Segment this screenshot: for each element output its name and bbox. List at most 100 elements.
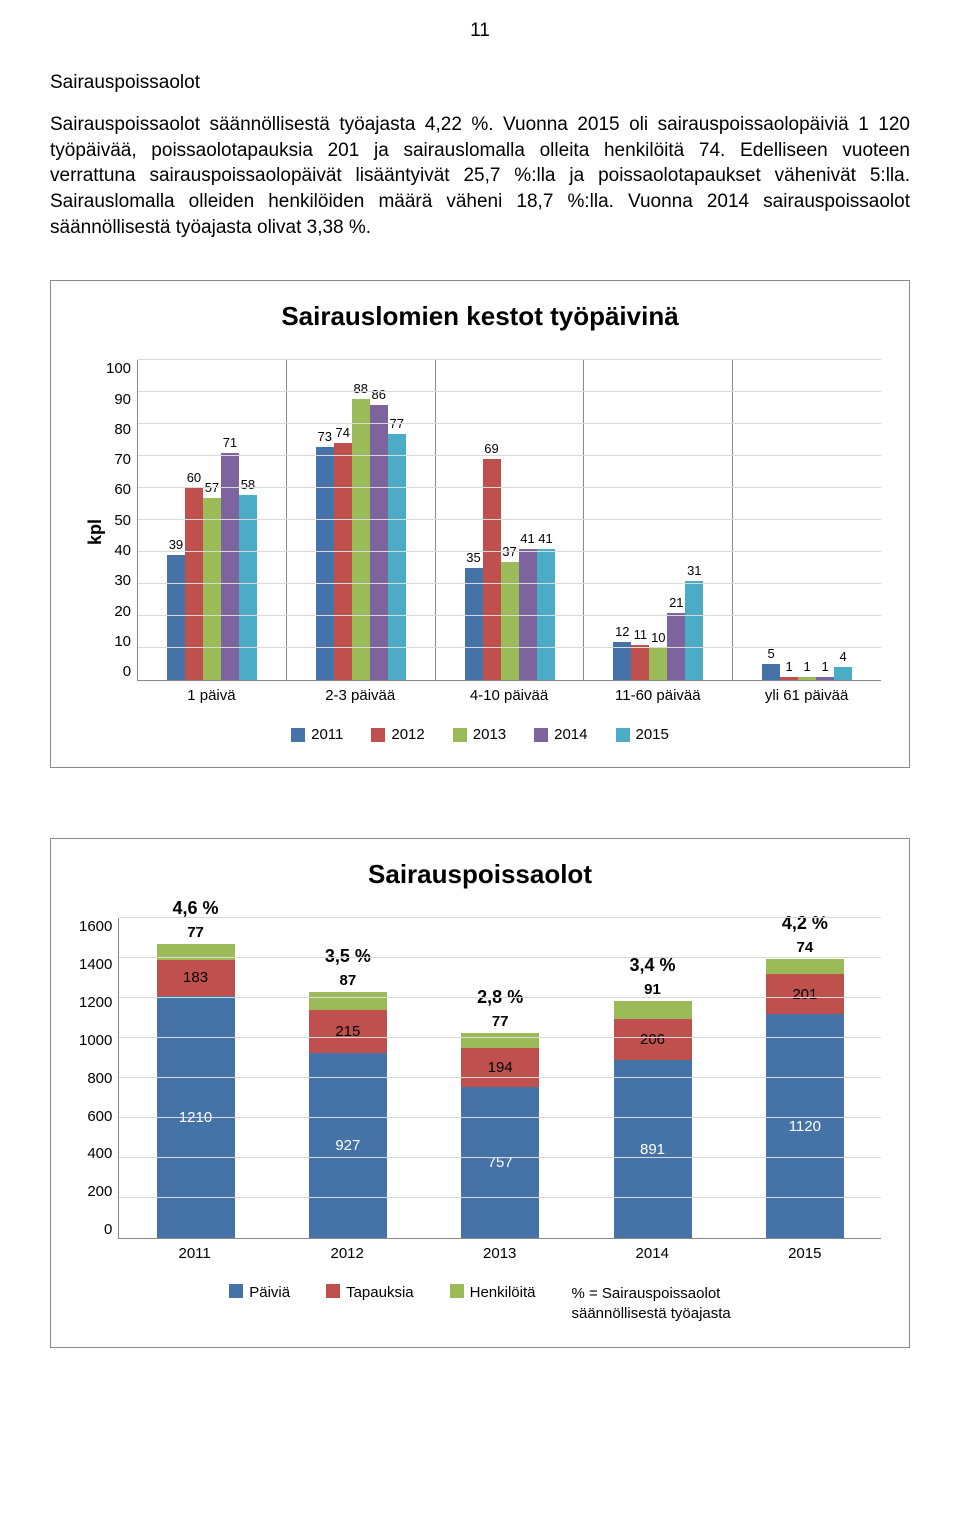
chart2-category: 1210183774,6 % (119, 918, 271, 1238)
chart2-ytick: 0 (104, 1221, 112, 1238)
chart1-bar-value: 41 (538, 531, 552, 546)
chart1-bar: 39 (167, 555, 185, 680)
legend-label: 2015 (636, 726, 669, 743)
legend-label: Päiviä (249, 1284, 290, 1301)
chart1-bar-value: 12 (615, 624, 629, 639)
chart2-category: 927215873,5 % (272, 918, 424, 1238)
chart2-segment-value: 77 (187, 924, 204, 941)
chart2-xtick: 2012 (271, 1245, 424, 1262)
chart2-ytick: 1200 (79, 994, 112, 1011)
legend-label: Tapauksia (346, 1284, 414, 1301)
chart1-ytick: 70 (114, 451, 131, 468)
chart2-xaxis: 20112012201320142015 (118, 1245, 881, 1262)
legend-label: 2011 (311, 726, 343, 743)
chart2-title: Sairauspoissaolot (79, 859, 881, 890)
chart1-bar-value: 71 (223, 435, 237, 450)
chart1-xtick: 4-10 päivää (435, 687, 584, 704)
chart1-bar-value: 73 (317, 429, 331, 444)
chart2-category: 757194772,8 % (424, 918, 576, 1238)
chart1-bar: 5 (762, 664, 780, 680)
chart2-segment: 1120 (766, 1014, 844, 1238)
chart1-bar: 77 (388, 434, 406, 680)
page-number: 11 (50, 0, 910, 72)
chart2-segment-value: 183 (183, 969, 208, 986)
chart2-segment-value: 194 (488, 1059, 513, 1076)
chart2-segment: 91 (614, 1001, 692, 1019)
chart1-ytick: 60 (114, 481, 131, 498)
chart1-bar-value: 5 (767, 646, 774, 661)
chart1-xtick: 1 päivä (137, 687, 286, 704)
chart1-bar: 31 (685, 581, 703, 680)
chart1-category: 35 69 37 41 41 (436, 360, 585, 680)
chart2-ytick: 800 (87, 1070, 112, 1087)
chart2-legend-note: % = Sairauspoissaolotsäännöllisestä työa… (572, 1284, 731, 1323)
chart1-bar-value: 60 (187, 470, 201, 485)
chart1-legend-item: 2015 (616, 726, 669, 743)
chart1-bar: 1 (780, 677, 798, 680)
chart1-bar: 1 (816, 677, 834, 680)
chart1-bar-value: 35 (466, 550, 480, 565)
chart1-ytick: 100 (106, 360, 131, 377)
chart1-bar-value: 1 (803, 659, 810, 674)
chart1-bar-value: 74 (335, 425, 349, 440)
chart1-xaxis: 1 päivä2-3 päivää4-10 päivää11-60 päivää… (137, 687, 881, 704)
chart1-ytick: 40 (114, 542, 131, 559)
legend-label: Henkilöitä (470, 1284, 536, 1301)
legend-swatch (534, 728, 548, 742)
chart1-bar-value: 10 (651, 630, 665, 645)
chart1-bar: 37 (501, 562, 519, 680)
chart1-ytick: 80 (114, 421, 131, 438)
chart1-bar-value: 69 (484, 441, 498, 456)
chart1-category: 7374888677 (287, 360, 436, 680)
chart1-legend-item: 2011 (291, 726, 343, 743)
chart1-bar: 4 (834, 667, 852, 680)
chart1-legend-item: 2014 (534, 726, 587, 743)
chart1-bar-value: 11 (634, 627, 648, 642)
chart1-bar: 73 (316, 447, 334, 681)
chart1-xtick: 11-60 päivää (583, 687, 732, 704)
chart2-category: 891206913,4 % (576, 918, 728, 1238)
legend-swatch (371, 728, 385, 742)
chart2-segment: 183 (157, 960, 235, 997)
chart1-yaxis: 1009080706050403020100 (106, 360, 137, 680)
chart1-bar-value: 21 (669, 595, 683, 610)
chart1-bar-value: 41 (520, 531, 534, 546)
chart1-bar-value: 88 (353, 381, 367, 396)
chart2-segment-value: 1120 (789, 1118, 821, 1135)
chart2-segment: 77 (461, 1033, 539, 1048)
chart2-stackbar: 757194772,8 % (461, 1033, 539, 1239)
chart2-legend-item: Henkilöitä (450, 1284, 536, 1301)
chart1-title: Sairauslomien kestot työpäivinä (79, 301, 881, 332)
legend-swatch (450, 1284, 464, 1298)
chart1-category: 51114 (733, 360, 881, 680)
chart2-ytick: 1400 (79, 956, 112, 973)
chart1-bar-value: 86 (371, 387, 385, 402)
chart1-bar: 58 (239, 495, 257, 681)
chart2-category: 1120201744,2 % (729, 918, 881, 1238)
chart1-category: 3960577158 (138, 360, 287, 680)
chart2-legend: Päiviä Tapauksia Henkilöitä % = Sairauspois… (79, 1284, 881, 1323)
chart2-segment: 74 (766, 959, 844, 974)
chart1-bar-value: 39 (169, 537, 183, 552)
chart2-ytick: 1000 (79, 1032, 112, 1049)
legend-label: 2012 (391, 726, 424, 743)
chart1-bar: 74 (334, 443, 352, 680)
chart1-bar: 60 (185, 488, 203, 680)
chart2-segment: 757 (461, 1087, 539, 1238)
chart2-segment-value: 74 (797, 939, 814, 956)
chart1-ytick: 20 (114, 603, 131, 620)
chart1-legend: 20112012201320142015 (79, 726, 881, 743)
chart2-segment: 927 (309, 1053, 387, 1238)
chart1-bar: 11 (631, 645, 649, 680)
chart2: Sairauspoissaolot 1600 1400 1200 1000 800 600… (50, 838, 910, 1348)
chart1: Sairauslomien kestot työpäivinä kpl 1009… (50, 280, 910, 768)
chart2-yaxis: 16001400120010008006004002000 (79, 918, 118, 1238)
chart1-plot: 3960577158737488867735693741411211102131… (137, 360, 881, 681)
chart2-ytick: 600 (87, 1108, 112, 1125)
document-page: 11 Sairauspoissaolot Sairauspoissaolot s… (0, 0, 960, 1458)
chart1-bar: 86 (370, 405, 388, 680)
chart2-segment: 215 (309, 1010, 387, 1053)
chart2-segment-value: 77 (492, 1013, 509, 1030)
chart2-stackbar: 1210183774,6 % (157, 944, 235, 1238)
chart2-ytick: 1600 (79, 918, 112, 935)
